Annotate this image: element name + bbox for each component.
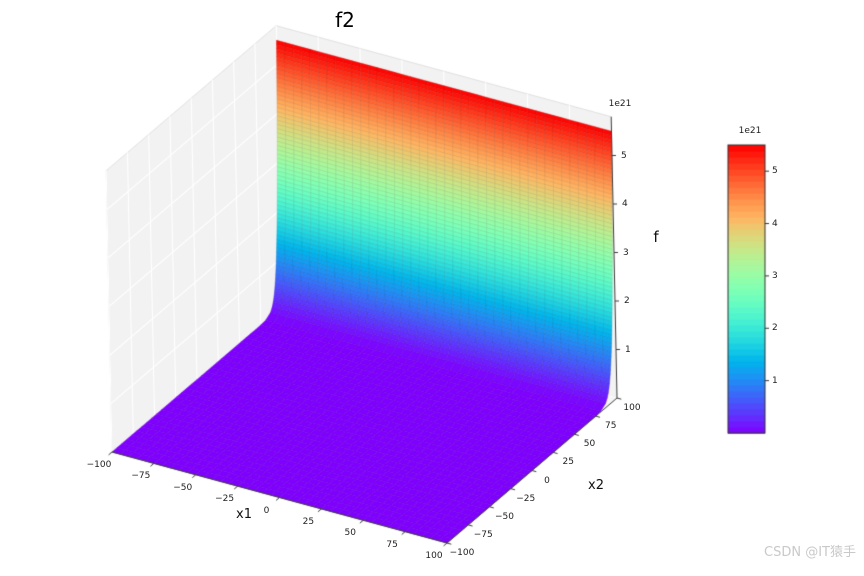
z-tick-label: 1 [625,344,631,355]
x1-tick-label: 50 [344,528,356,539]
x1-tick-label: −100 [86,460,112,470]
x2-tick-label: 50 [583,439,596,450]
x2-tick-label: 100 [623,403,641,413]
z-tick-label: 4 [622,199,628,209]
z-tick-label: 3 [623,247,629,258]
colorbar-tick-label: 4 [772,218,778,229]
x2-tick-label: 75 [605,421,617,432]
x1-tick-label: −75 [131,471,151,482]
x2-tick-label: −25 [516,493,536,504]
x2-tick-label: −100 [449,548,475,558]
x1-tick-label: 100 [425,551,443,561]
x1-tick-label: 25 [302,516,315,527]
x2-axis-label: x2 [588,478,604,493]
f-axis-label: f [653,228,659,246]
colorbar-offset-text: 1e21 [738,126,762,136]
x1-axis-label: x1 [236,507,252,522]
watermark: CSDN @IT猿手 [764,545,856,560]
colorbar-tick-label: 5 [772,166,778,177]
colorbar-tick-label: 3 [772,270,778,281]
x1-tick-label: 75 [386,539,398,550]
x1-tick-label: 0 [263,505,270,516]
z-tick-label: 5 [621,150,627,161]
x2-tick-label: −75 [473,529,493,540]
x1-tick-label: −50 [173,482,193,493]
z-axis-offset-text: 1e21 [608,99,632,109]
colorbar-tick-label: 1 [772,375,778,386]
chart-title: f2 [335,8,355,32]
x2-tick-label: 0 [544,475,550,486]
x1-tick-label: −25 [215,494,235,505]
z-tick-label: 2 [624,296,630,306]
x2-tick-label: 25 [562,457,574,468]
x2-tick-label: −50 [495,511,514,522]
colorbar-tick-label: 2 [772,323,778,334]
